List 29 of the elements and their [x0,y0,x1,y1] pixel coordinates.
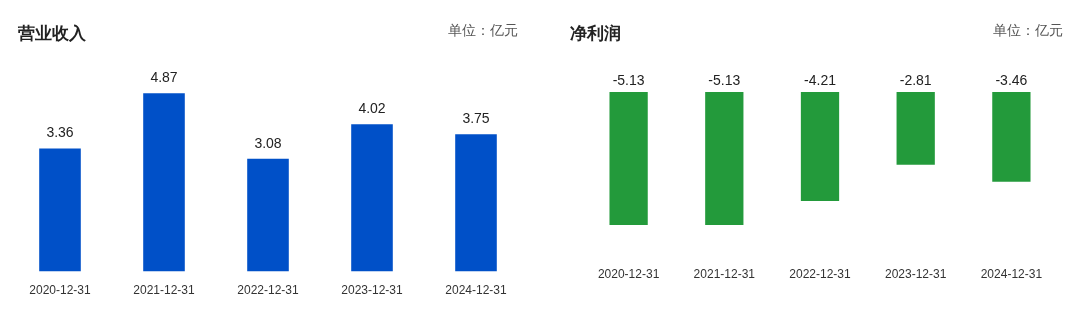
x-tick-label: 2020-12-31 [597,267,660,282]
data-label: 4.87 [150,69,178,86]
data-label: 3.75 [462,110,490,127]
data-label: -4.21 [804,71,837,88]
text: 单位：亿元 [993,22,1063,40]
bar [455,134,497,272]
data-label: -5.13 [612,71,645,88]
data-label: -3.46 [995,71,1028,88]
x-tick-label: 2022-12-31 [789,267,852,282]
bar [247,158,289,272]
bar [143,93,185,272]
data-label: 3.08 [254,134,282,151]
data-label: -2.81 [899,71,932,88]
x-tick-label: 2021-12-31 [693,267,756,282]
chart-title: 净利润 [570,23,621,45]
bar [351,124,393,272]
x-tick-label: 2024-12-31 [445,283,508,298]
x-tick-label: 2020-12-31 [29,283,92,298]
x-tick-label: 2022-12-31 [237,283,300,298]
bar [39,148,81,272]
text: 单位：亿元 [448,22,518,40]
x-tick-label: 2023-12-31 [885,267,947,282]
data-label: 4.02 [358,100,386,117]
x-tick-label: 2021-12-31 [133,283,196,298]
x-tick-label: 2024-12-31 [980,267,1043,282]
x-tick-label: 2023-12-31 [341,283,404,298]
data-label: -5.13 [708,71,741,88]
data-label: 3.36 [46,124,74,141]
chart-title: 营业收入 [18,23,86,45]
